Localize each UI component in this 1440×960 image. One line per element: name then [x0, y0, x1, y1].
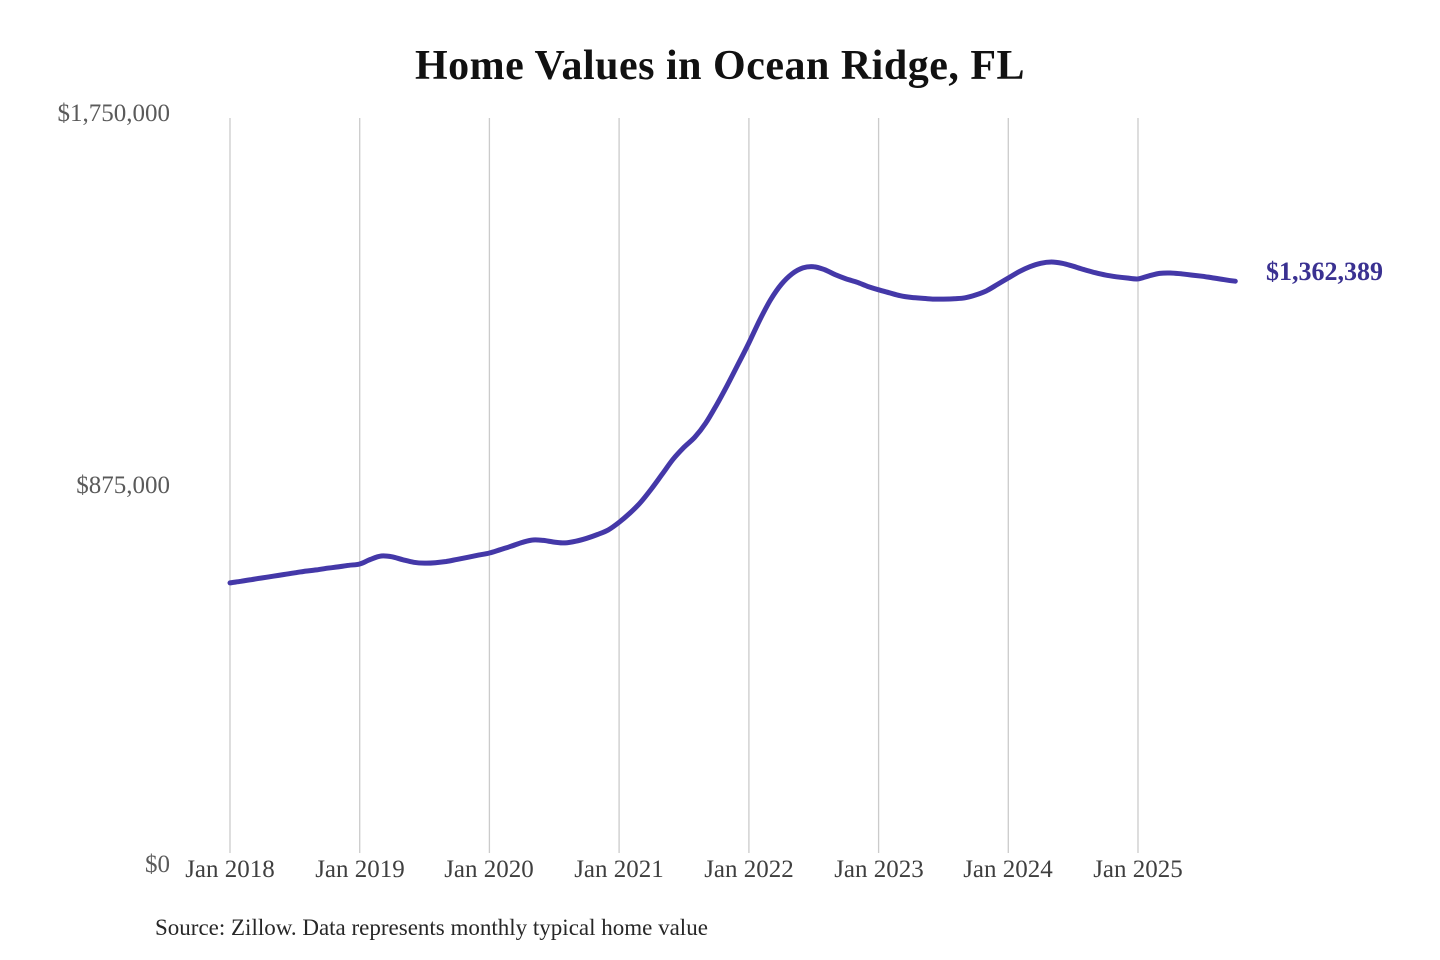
source-note: Source: Zillow. Data represents monthly … [155, 915, 708, 940]
x-axis-tick-label-2023: Jan 2023 [834, 856, 924, 883]
vertical-gridlines [229, 118, 1139, 853]
x-axis-tick-label-2021: Jan 2021 [574, 856, 664, 883]
y-axis-tick-label-mid: $875,000 [76, 472, 170, 499]
home-value-trend-line [227, 259, 1238, 586]
x-axis-tick-label-2019: Jan 2019 [315, 856, 405, 883]
y-axis-tick-label-max: $1,750,000 [57, 100, 171, 127]
y-axis-tick-label-zero: $0 [145, 851, 170, 878]
x-axis-tick-label-2018: Jan 2018 [185, 856, 275, 883]
final-value-label: $1,362,389 [1266, 257, 1383, 286]
x-axis-tick-label-2024: Jan 2024 [963, 856, 1053, 883]
x-axis-tick-label-2020: Jan 2020 [444, 856, 534, 883]
x-axis-tick-label-2022: Jan 2022 [704, 856, 794, 883]
chart-title: Home Values in Ocean Ridge, FL [414, 43, 1026, 89]
x-axis-tick-label-2025: Jan 2025 [1093, 856, 1183, 883]
